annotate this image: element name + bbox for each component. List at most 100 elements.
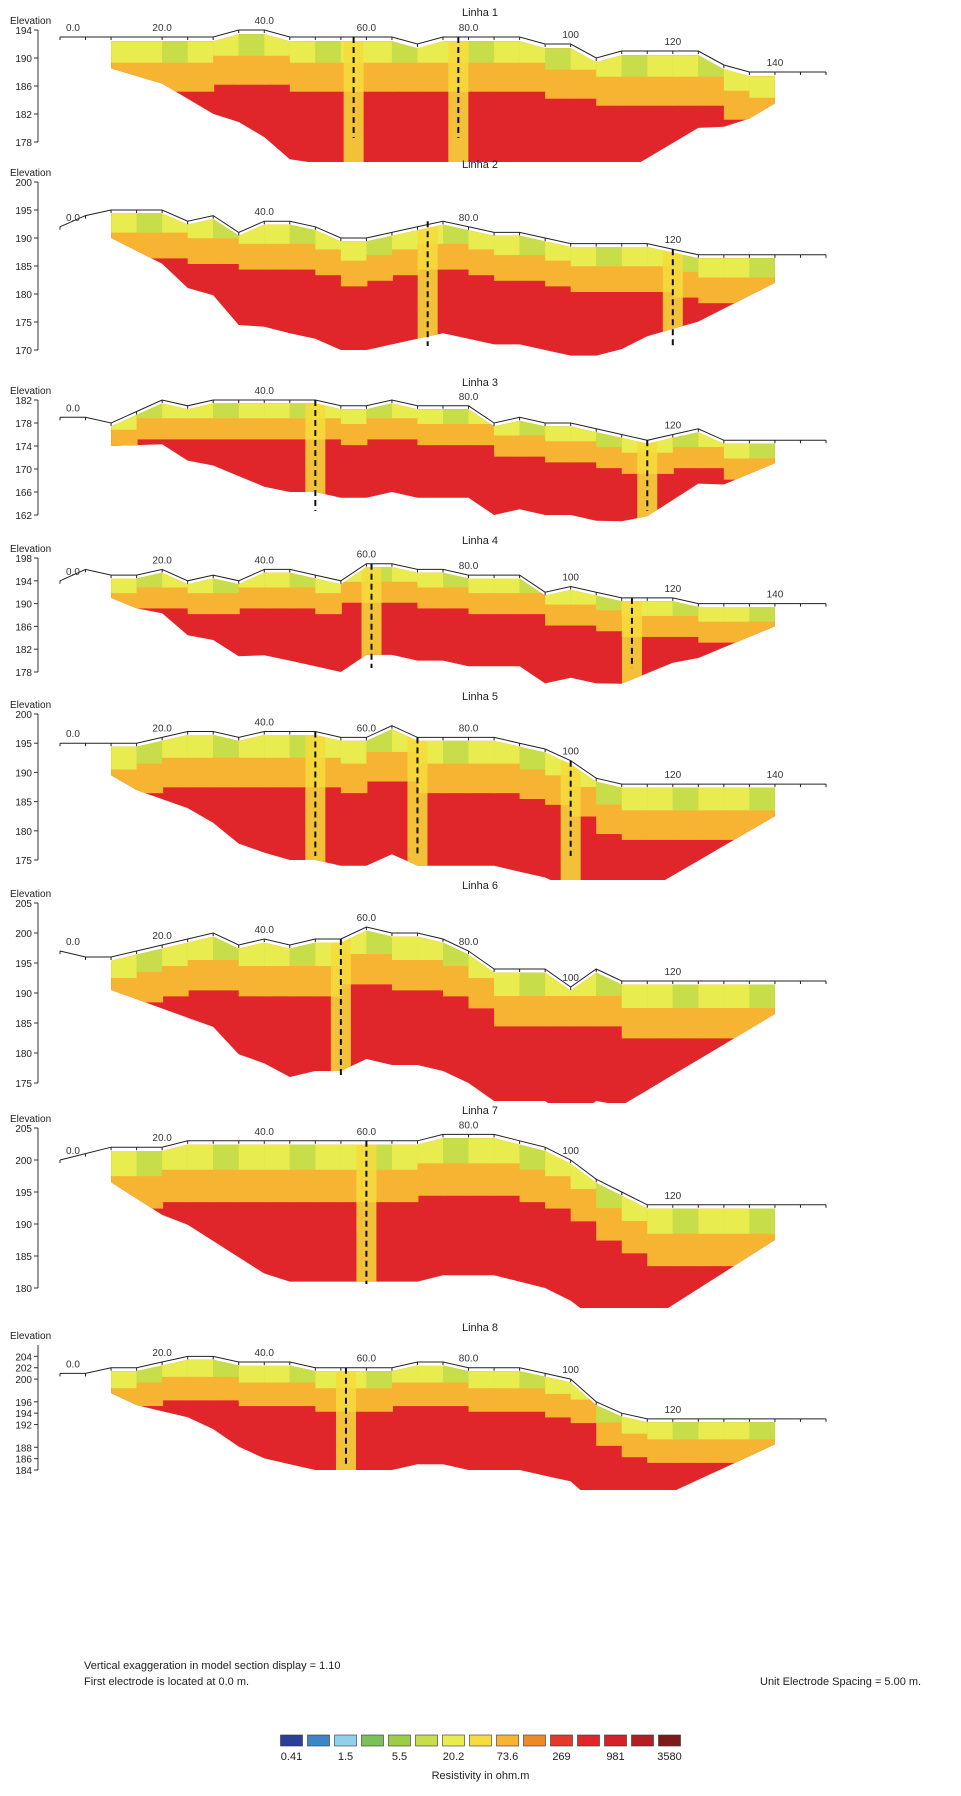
top-layer-cell: [494, 1365, 521, 1389]
y-tick-label: 185: [15, 262, 32, 273]
top-layer-cell: [723, 63, 751, 91]
section-title: Linha 7: [462, 1105, 498, 1117]
legend-swatch: [604, 1734, 627, 1747]
resistivity-body: [111, 34, 775, 162]
top-layer-cell: [264, 729, 291, 758]
y-tick-label: 185: [15, 1019, 32, 1030]
top-layer-cell: [672, 1416, 700, 1440]
top-layer-cell: [621, 782, 649, 811]
legend-swatch: [334, 1734, 357, 1747]
y-tick-label: 192: [15, 1421, 32, 1432]
legend-swatch: [658, 1734, 681, 1747]
top-layer-cell: [723, 438, 751, 459]
y-tick-label: 182: [15, 396, 32, 407]
y-tick-label: 190: [15, 989, 32, 1000]
legend-swatch: [361, 1734, 384, 1747]
color-legend: 0.41 1.5 5.5 20.2 73.6 269 981 3580: [280, 1734, 682, 1763]
x-tick-label: 0.0: [66, 937, 80, 948]
x-tick-label: 140: [767, 770, 784, 781]
elevation-label: Elevation: [10, 889, 51, 900]
y-tick-label: 175: [15, 318, 32, 329]
top-layer-cell: [545, 421, 572, 442]
x-tick-label: 20.0: [152, 23, 172, 34]
top-layer-cell: [494, 573, 521, 594]
y-tick-label: 178: [15, 419, 32, 430]
deep-layer: [111, 1138, 775, 1308]
resistivity-body: [111, 930, 775, 1103]
top-layer-cell: [749, 252, 775, 278]
top-layer-cell: [519, 1365, 547, 1389]
x-tick-label: 120: [664, 770, 681, 781]
top-layer-cell: [340, 236, 368, 261]
top-layer-cell: [672, 49, 700, 77]
x-tick-label: 120: [664, 421, 681, 432]
x-tick-label: 120: [664, 235, 681, 246]
top-layer-cell: [621, 979, 649, 1009]
top-layer-cell: [238, 403, 266, 419]
y-tick-label: 180: [15, 1284, 32, 1295]
legend-swatch: [550, 1734, 573, 1747]
y-tick-label: 182: [15, 110, 32, 121]
top-layer-cell: [264, 34, 291, 56]
x-tick-label: 80.0: [459, 1120, 479, 1131]
x-tick-label: 80.0: [459, 23, 479, 34]
top-layer-cell: [749, 601, 775, 622]
top-layer-cell: [698, 252, 725, 278]
mid-layer-cell: [596, 1399, 623, 1446]
top-layer-cell: [698, 426, 725, 447]
resistivity-body: [111, 213, 775, 356]
y-tick-label: 200: [15, 1156, 32, 1167]
top-layer-cell: [519, 1138, 547, 1170]
y-tick-label: 200: [15, 710, 32, 721]
top-layer-cell: [187, 1359, 215, 1377]
legend-label: 20.2: [443, 1751, 464, 1763]
x-tick-label: 60.0: [357, 723, 377, 734]
top-layer-cell: [749, 70, 775, 98]
exaggeration-note: Vertical exaggeration in model section d…: [84, 1660, 341, 1672]
top-layer-cell: [443, 735, 470, 764]
y-tick-label: 190: [15, 768, 32, 779]
y-tick-label: 190: [15, 600, 32, 611]
top-layer-cell: [621, 49, 649, 77]
y-tick-label: 204: [15, 1352, 32, 1363]
y-tick-label: 186: [15, 1455, 32, 1466]
top-layer-cell: [494, 967, 521, 997]
x-tick-label: 20.0: [152, 1133, 172, 1144]
top-layer-cell: [494, 35, 521, 63]
fault-zone: [637, 403, 658, 522]
top-layer-cell: [647, 782, 674, 811]
y-tick-label: 194: [15, 1409, 32, 1420]
top-layer-cell: [213, 34, 240, 56]
x-tick-label: 60.0: [357, 1354, 377, 1365]
y-tick-label: 162: [15, 511, 32, 522]
top-layer-cell: [647, 595, 674, 616]
x-tick-label: 100: [562, 1365, 579, 1376]
y-tick-label: 200: [15, 178, 32, 189]
top-layer-cell: [340, 403, 368, 424]
elevation-label: Elevation: [10, 1114, 51, 1125]
top-layer-cell: [264, 937, 291, 967]
x-tick-label: 120: [664, 1405, 681, 1416]
top-layer-cell: [672, 1202, 700, 1234]
section-title: Linha 2: [462, 159, 498, 171]
y-tick-label: 180: [15, 1049, 32, 1060]
mid-layer-cell: [162, 403, 189, 440]
top-layer-cell: [468, 735, 496, 764]
top-layer-cell: [187, 35, 215, 63]
top-layer-cell: [621, 1190, 649, 1221]
top-layer-cell: [238, 34, 266, 56]
top-layer-cell: [111, 1145, 138, 1177]
legend-label: 5.5: [392, 1751, 407, 1763]
top-layer-cell: [417, 1360, 444, 1383]
top-layer-cell: [749, 1416, 775, 1440]
top-layer-cell: [162, 567, 189, 588]
top-layer-cell: [264, 1138, 291, 1170]
top-layer-cell: [468, 1365, 496, 1389]
top-layer-cell: [723, 1416, 751, 1440]
top-layer-cell: [289, 35, 317, 63]
top-layer-cell: [162, 35, 189, 63]
section-title: Linha 4: [462, 535, 498, 547]
